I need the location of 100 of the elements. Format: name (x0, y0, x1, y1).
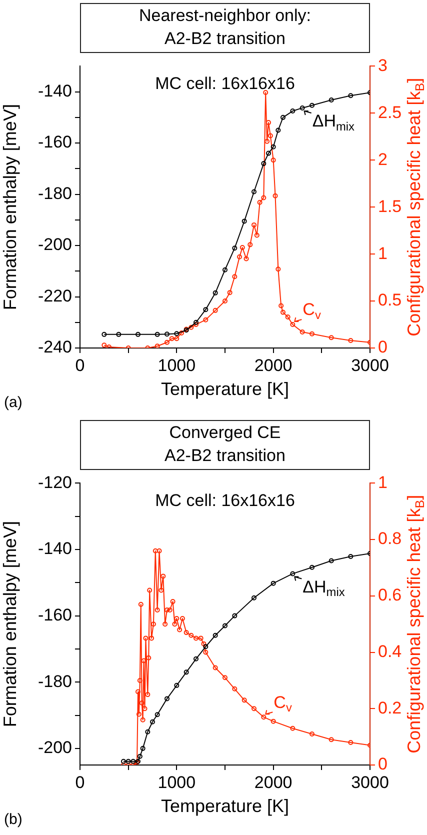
y-tick-label: -160 (38, 132, 72, 152)
point (164, 608, 170, 613)
point (172, 622, 178, 627)
point (174, 336, 180, 342)
point (252, 706, 256, 712)
annotation: MC cell: 16x16x16 (155, 490, 295, 510)
x-tick-label: 3000 (351, 772, 389, 792)
y2-tick-label: 3 (378, 56, 388, 75)
point (348, 338, 354, 343)
point (270, 144, 276, 150)
chart-title: Nearest-neighbor only: (138, 5, 312, 27)
point (266, 120, 271, 126)
point (280, 310, 286, 315)
x-tick-label: 2000 (254, 772, 292, 792)
y2-tick-label: 0.4 (378, 642, 402, 661)
text: (b) (4, 811, 22, 828)
x-tick-label: 0 (75, 356, 85, 375)
point (266, 150, 271, 156)
point (194, 322, 198, 328)
y-tick-label: -220 (38, 286, 72, 306)
y2-tick-label: 0.6 (378, 586, 402, 605)
point (278, 303, 284, 308)
point (201, 641, 206, 646)
chart-subtitle: A2-B2 transition (164, 445, 286, 467)
y2-tick-label: 1 (378, 472, 388, 492)
x-axis-title: Temperature [K] (160, 796, 290, 816)
point (121, 758, 126, 764)
x-tick-label: 1000 (158, 356, 196, 375)
point (261, 714, 266, 720)
y2-tick-label: 0.5 (378, 290, 402, 310)
point (136, 689, 140, 694)
point (152, 548, 158, 554)
point (194, 656, 198, 662)
y2-tick-label: 1 (378, 244, 388, 263)
point (194, 320, 198, 325)
point (137, 678, 142, 683)
point (222, 298, 228, 304)
point (212, 665, 218, 670)
point (140, 717, 146, 722)
point (252, 595, 256, 600)
y-tick-label: -140 (38, 82, 72, 101)
point (237, 254, 242, 260)
point (348, 93, 354, 98)
point (164, 332, 170, 337)
y2-tick-label: 0.2 (378, 698, 402, 718)
point (212, 308, 218, 313)
chart-subtitle: A2-B2 transition (164, 28, 286, 50)
point (264, 138, 270, 144)
point (203, 644, 208, 650)
point (184, 630, 189, 636)
point (227, 290, 232, 296)
point (290, 108, 296, 114)
point (188, 632, 194, 638)
y2-tick-label: 2 (378, 150, 388, 169)
x-tick-label: 1000 (158, 772, 196, 792)
y-axis-title: Formation enthalpy [meV] (0, 521, 20, 728)
y-axis-title: Formation enthalpy [meV] (0, 104, 20, 310)
point (156, 548, 162, 554)
point (232, 274, 238, 280)
point (174, 331, 180, 336)
x-axis-title: Temperature [K] (160, 379, 290, 400)
point (232, 686, 238, 692)
y-tick-label: -240 (38, 338, 72, 357)
point (179, 330, 184, 336)
point (102, 342, 107, 348)
point (184, 670, 189, 675)
point (212, 632, 218, 638)
point (290, 322, 296, 328)
point (188, 324, 194, 330)
point (263, 90, 268, 95)
point (162, 622, 168, 627)
point (154, 712, 160, 718)
y-tick-label: -200 (38, 738, 72, 758)
point (272, 193, 278, 198)
point (130, 758, 136, 764)
y-tick-label: -200 (38, 235, 72, 254)
point (154, 344, 160, 348)
point (203, 307, 208, 312)
point (150, 622, 156, 627)
point (106, 344, 112, 348)
point (137, 754, 142, 759)
point (141, 658, 146, 664)
point (348, 554, 354, 559)
point (139, 700, 144, 706)
point (160, 574, 166, 579)
point (177, 627, 182, 632)
point (143, 636, 148, 641)
x-tick-label: 3000 (351, 356, 389, 375)
point (252, 222, 256, 228)
point (290, 726, 296, 731)
y2-tick-label: 0 (378, 338, 388, 357)
point (170, 599, 176, 604)
point (328, 335, 334, 340)
point (174, 616, 180, 621)
point (310, 102, 314, 108)
point (138, 602, 144, 607)
point (149, 636, 154, 641)
point (252, 189, 256, 194)
point (242, 698, 247, 703)
point (242, 218, 247, 224)
